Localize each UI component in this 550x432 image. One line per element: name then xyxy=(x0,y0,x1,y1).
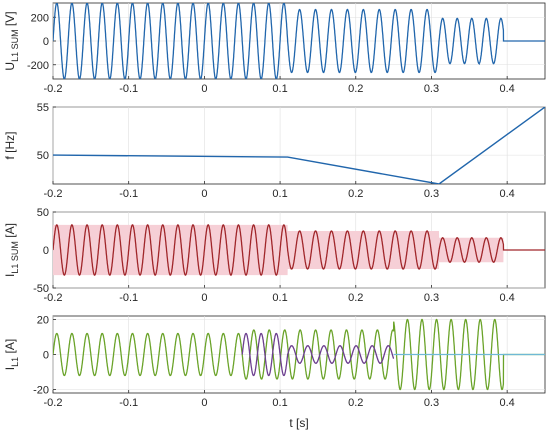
y-axis-label-subscript: L1 SUM xyxy=(10,29,20,62)
y-axis-label: IL1 [A] xyxy=(3,339,20,370)
y-tick-label: 20 xyxy=(37,315,49,327)
x-tick-label: 0.2 xyxy=(348,188,363,200)
y-axis-label-unit: [V] xyxy=(3,11,17,29)
y-tick-label: -20 xyxy=(33,385,49,397)
current-panel: -0.2 -0.1 0 0.1 0.2 0.3 0.4 20 0 -20 IL1 [A] t [s] xyxy=(3,315,546,430)
y-tick-label: 0 xyxy=(43,245,49,257)
y-axis-label-main: U xyxy=(3,62,17,71)
frequency-panel: -0.2 -0.1 0 0.1 0.2 0.3 0.4 55 50 f [Hz] xyxy=(3,102,546,200)
x-tick-label: -0.1 xyxy=(119,397,138,409)
plot-frame xyxy=(52,106,546,185)
voltage-panel: -0.2 -0.1 0 0.1 0.2 0.3 0.4 200 0 -200 UL1 SUM [V] xyxy=(3,2,546,95)
y-axis-label: f [Hz] xyxy=(3,131,17,159)
y-tick-label: 0 xyxy=(43,36,49,48)
y-axis-label-subscript: L1 SUM xyxy=(10,241,20,274)
x-tick-label: -0.2 xyxy=(44,188,63,200)
y-tick-label: -50 xyxy=(33,283,49,295)
x-tick-label: 0 xyxy=(201,397,207,409)
main-series-line xyxy=(53,3,545,79)
y-axis-label: UL1 SUM [V] xyxy=(3,11,20,70)
y-tick-label: 0 xyxy=(43,350,49,362)
x-tick-label: 0.2 xyxy=(348,83,363,95)
x-tick-label: -0.2 xyxy=(44,397,63,409)
x-tick-label: 0 xyxy=(201,83,207,95)
current-sum-panel: -0.2 -0.1 0 0.1 0.2 0.3 0.4 50 0 -50 IL1 SUM [A] xyxy=(3,207,546,304)
y-tick-label: 50 xyxy=(37,207,49,219)
x-tick-label: 0.1 xyxy=(272,397,287,409)
y-tick-label: 200 xyxy=(31,12,49,24)
y-axis-label-main: I xyxy=(3,367,17,370)
x-tick-label: 0.3 xyxy=(424,397,439,409)
x-tick-label: -0.2 xyxy=(44,292,63,304)
x-tick-label: 0.1 xyxy=(272,188,287,200)
x-tick-label: 0.4 xyxy=(500,397,515,409)
x-axis-label: t [s] xyxy=(289,416,308,430)
x-tick-label: 0.3 xyxy=(424,188,439,200)
x-tick-label: 0.4 xyxy=(500,188,515,200)
plot-area xyxy=(53,107,545,184)
x-tick-label: -0.2 xyxy=(44,83,63,95)
y-axis-label-main: f [Hz] xyxy=(3,131,17,159)
y-axis-label-main: I xyxy=(3,274,17,277)
main-series-line xyxy=(53,224,545,276)
x-tick-label: 0 xyxy=(201,188,207,200)
plot-area xyxy=(53,318,545,391)
x-tick-label: 0.4 xyxy=(500,83,515,95)
y-tick-label: -200 xyxy=(27,60,49,72)
x-tick-label: 0.3 xyxy=(424,292,439,304)
frequency-line xyxy=(53,107,545,184)
y-axis-label-subscript: L1 xyxy=(10,357,20,367)
x-tick-label: 0.4 xyxy=(500,292,515,304)
x-tick-label: 0.1 xyxy=(272,292,287,304)
x-tick-label: 0 xyxy=(201,292,207,304)
y-axis-label-unit: [A] xyxy=(3,223,17,241)
x-tick-label: 0.2 xyxy=(348,292,363,304)
x-tick-label: 0.1 xyxy=(272,83,287,95)
x-tick-label: 0.3 xyxy=(424,83,439,95)
x-tick-label: -0.1 xyxy=(119,188,138,200)
plot-area xyxy=(53,3,545,79)
x-tick-label: 0.2 xyxy=(348,397,363,409)
purple-series-line xyxy=(241,332,395,377)
x-tick-label: -0.1 xyxy=(119,292,138,304)
y-tick-label: 50 xyxy=(37,150,49,162)
y-axis-label: IL1 SUM [A] xyxy=(3,223,20,277)
y-tick-label: 55 xyxy=(37,102,49,114)
plot-area xyxy=(53,224,545,276)
x-tick-label: -0.1 xyxy=(119,83,138,95)
y-axis-label-unit: [A] xyxy=(3,339,17,357)
